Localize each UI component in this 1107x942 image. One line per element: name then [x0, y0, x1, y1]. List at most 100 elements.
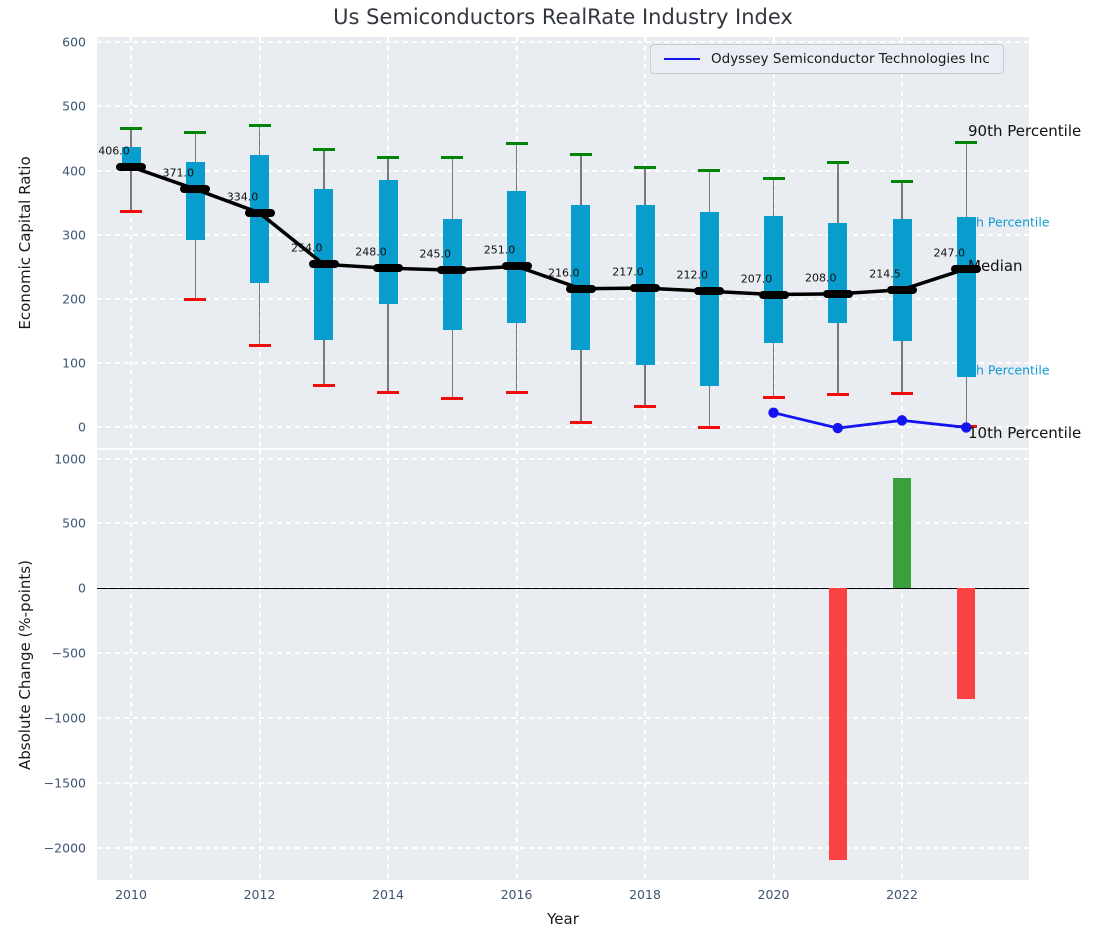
- whisker-cap-10th: [634, 405, 656, 409]
- whisker-cap-90th: [377, 156, 399, 160]
- median-marker: [951, 264, 982, 273]
- median-value-label: 214.5: [869, 267, 901, 281]
- y-tick-label: −2000: [43, 840, 86, 856]
- whisker-cap-90th: [441, 156, 464, 160]
- x-axis-label: Year: [547, 910, 579, 928]
- whisker-cap-10th: [505, 391, 528, 395]
- y-axis-label-top: Economic Capital Ratio: [14, 37, 36, 448]
- median-value-label: 212.0: [676, 268, 709, 282]
- gridline-horizontal: [97, 105, 1029, 108]
- interquartile-box: [571, 204, 591, 351]
- whisker-cap-10th: [248, 343, 271, 347]
- gridline-horizontal: [97, 169, 1029, 172]
- whisker-cap-90th: [248, 124, 271, 128]
- whisker-cap-10th: [698, 425, 721, 429]
- whisker-cap-90th: [698, 169, 721, 173]
- x-tick-label: 2016: [500, 887, 533, 902]
- interquartile-box: [892, 219, 912, 341]
- median-value-label: 216.0: [548, 266, 580, 280]
- median-value-label: 251.0: [483, 243, 516, 257]
- y-tick-label: 500: [62, 515, 86, 531]
- gridline-vertical: [644, 450, 646, 880]
- gridline-horizontal: [97, 522, 1029, 525]
- gridline-horizontal: [97, 426, 1029, 429]
- odyssey-marker: [832, 422, 843, 434]
- y-tick-label: 1000: [54, 451, 86, 467]
- change-bar-2023: [957, 588, 976, 699]
- y-tick-label: −500: [51, 645, 86, 661]
- median-marker: [373, 264, 403, 273]
- gridline-vertical: [387, 450, 389, 880]
- odyssey-marker: [768, 407, 779, 418]
- median-marker: [501, 262, 532, 271]
- median-marker: [116, 162, 146, 171]
- median-marker: [437, 266, 468, 275]
- y-tick-label: 200: [62, 291, 86, 307]
- gridline-horizontal: [97, 362, 1029, 365]
- y-tick-label: −1500: [43, 775, 86, 791]
- median-value-label: 207.0: [740, 272, 773, 286]
- y-axis-label-bottom-text: Absolute Change (%-points): [16, 560, 34, 770]
- median-value-label: 406.0: [98, 144, 130, 158]
- whisker-cap-90th: [184, 130, 207, 134]
- whisker-cap-90th: [569, 153, 592, 157]
- y-tick-label: 0: [78, 580, 86, 596]
- whisker-cap-10th: [891, 391, 913, 395]
- whisker-cap-10th: [441, 397, 464, 401]
- median-value-label: 371.0: [162, 166, 195, 180]
- whisker-cap-10th: [762, 396, 785, 400]
- median-marker: [758, 290, 789, 299]
- interquartile-box: [956, 217, 976, 378]
- odyssey-marker: [896, 415, 908, 426]
- gridline-horizontal: [97, 846, 1029, 849]
- y-tick-label: 400: [62, 163, 86, 179]
- annotation-10th-percentile: 10th Percentile: [968, 423, 1082, 442]
- change-bar-2022: [893, 478, 911, 589]
- median-marker: [887, 285, 917, 294]
- median-marker: [565, 284, 596, 293]
- gridline-vertical: [258, 450, 261, 880]
- whisker-cap-90th: [120, 126, 142, 130]
- median-line: [130, 165, 967, 297]
- interquartile-box: [764, 216, 783, 344]
- annotation-h-percentile: h Percentile: [976, 214, 1050, 230]
- gridline-vertical: [515, 450, 518, 880]
- x-tick-label: 2014: [372, 887, 404, 902]
- whisker-cap-10th: [120, 210, 142, 214]
- median-value-label: 208.0: [805, 271, 837, 285]
- median-marker: [630, 284, 660, 293]
- gridline-horizontal: [97, 652, 1029, 655]
- whisker-cap-10th: [826, 392, 849, 396]
- whisker-cap-90th: [505, 142, 528, 146]
- y-axis-label-bottom: Absolute Change (%-points): [14, 450, 36, 880]
- legend: Odyssey Semiconductor Technologies Inc: [650, 44, 1004, 74]
- median-marker: [244, 208, 275, 217]
- line-overlay: [130, 165, 972, 434]
- whisker-cap-10th: [312, 384, 335, 388]
- gridline-vertical: [130, 450, 132, 880]
- median-marker: [180, 185, 211, 194]
- legend-label: Odyssey Semiconductor Technologies Inc: [711, 51, 990, 67]
- x-tick-label: 2022: [886, 887, 918, 902]
- interquartile-box: [250, 154, 269, 283]
- bottom-plot-area: 1000 500 0 −500 −1000 −1500 −2000 2010 2012 2014 2…: [44, 450, 1029, 902]
- gridline-vertical: [901, 450, 903, 880]
- gridline-horizontal: [97, 298, 1029, 300]
- whisker-cap-90th: [891, 179, 913, 183]
- median-value-label: 245.0: [419, 247, 452, 261]
- gridline-horizontal: [97, 41, 1029, 44]
- y-tick-label: −1000: [43, 710, 86, 726]
- median-value-label: 247.0: [933, 246, 966, 260]
- whisker-cap-10th: [184, 297, 207, 301]
- x-tick-label: 2010: [115, 887, 147, 902]
- interquartile-box: [507, 191, 526, 323]
- median-value-label: 217.0: [612, 265, 644, 279]
- annotation-median: Median: [968, 256, 1023, 275]
- y-tick-label: 600: [62, 34, 86, 50]
- y-tick-label: 500: [62, 98, 86, 114]
- interquartile-box: [378, 180, 398, 304]
- y-axis-label-top-text: Economic Capital Ratio: [16, 155, 34, 330]
- interquartile-box: [828, 223, 848, 324]
- odyssey-line: [773, 411, 967, 430]
